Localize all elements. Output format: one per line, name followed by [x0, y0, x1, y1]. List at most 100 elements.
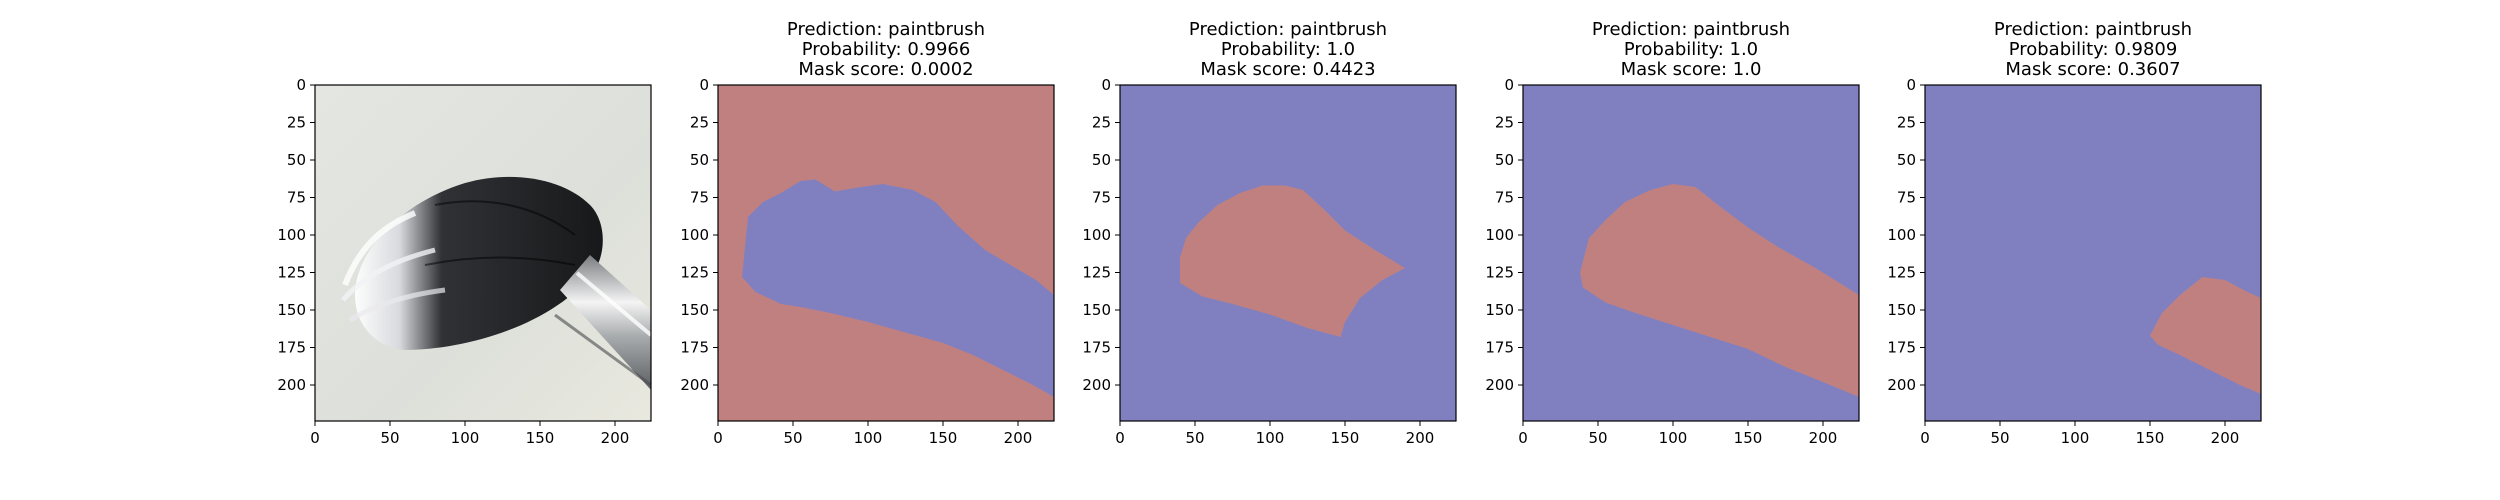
y-tick-label: 0: [1504, 76, 1514, 94]
x-tick-label: 0: [1518, 429, 1528, 447]
mask-object-region: [1580, 184, 1859, 397]
x-tick-label: 200: [1406, 429, 1435, 447]
x-tick-label: 0: [1115, 429, 1125, 447]
y-tick-label: 75: [1897, 189, 1916, 207]
y-tick-label: 150: [277, 301, 306, 319]
y-tick-label: 75: [1495, 189, 1514, 207]
panel-5: 0 50 100 150 200 0 25 50 75 100 125 150 175 200 Predic…: [1887, 19, 2262, 447]
y-tick-label: 25: [1495, 114, 1514, 132]
x-tick-label: 0: [713, 429, 723, 447]
y-tick-label: 200: [680, 376, 709, 394]
x-tick-label: 200: [2211, 429, 2240, 447]
panel-title-line: Probability: 0.9809: [2009, 39, 2178, 60]
y-tick-label: 125: [1082, 264, 1111, 282]
y-tick-label: 175: [1082, 339, 1111, 357]
panel-title-line: Probability: 1.0: [1624, 39, 1758, 60]
y-tick-label: 100: [680, 226, 709, 244]
y-tick-label: 75: [1092, 189, 1111, 207]
panel-title-line: Mask score: 0.4423: [1200, 59, 1375, 80]
panel-1: 0 50 100 150 200 0 25 50 75 100 125 150 175 200: [277, 76, 653, 447]
x-tick-label: 200: [1004, 429, 1033, 447]
y-tick-label: 75: [287, 189, 306, 207]
y-tick-label: 150: [1887, 301, 1916, 319]
y-tick-label: 0: [296, 76, 306, 94]
panel-3: 0 50 100 150 200 0 25 50 75 100 125 150 175 200 Predic…: [1082, 19, 1457, 447]
x-tick-label: 0: [1920, 429, 1930, 447]
panel-2: 0 50 100 150 200 0 25 50 75 100 125 150 175 200 Predic…: [680, 19, 1055, 447]
x-tick-label: 100: [2061, 429, 2090, 447]
x-tick-label: 0: [310, 429, 320, 447]
panel-title-line: Probability: 1.0: [1221, 39, 1355, 60]
mask-object-region: [742, 179, 1054, 397]
y-tick-label: 0: [1101, 76, 1111, 94]
y-tick-label: 175: [1887, 339, 1916, 357]
x-tick-label: 50: [1990, 429, 2009, 447]
mask-background-region: [1925, 85, 2261, 421]
x-tick-label: 200: [601, 429, 630, 447]
panel-title-line: Mask score: 0.0002: [798, 59, 973, 80]
panel-title-line: Prediction: paintbrush: [1592, 19, 1790, 40]
y-tick-label: 25: [287, 114, 306, 132]
y-tick-label: 150: [680, 301, 709, 319]
panels-group: 0 50 100 150 200 0 25 50 75 100 125 150 175 200 0 50 100…: [277, 19, 2262, 447]
y-tick-label: 125: [1485, 264, 1514, 282]
x-tick-label: 150: [2136, 429, 2165, 447]
y-tick-label: 150: [1082, 301, 1111, 319]
y-tick-label: 175: [1485, 339, 1514, 357]
y-tick-label: 75: [690, 189, 709, 207]
y-tick-label: 100: [1887, 226, 1916, 244]
panel-title-line: Prediction: paintbrush: [1994, 19, 2192, 40]
axes-frame: [1924, 84, 2262, 422]
y-tick-label: 0: [699, 76, 709, 94]
y-tick-label: 100: [277, 226, 306, 244]
x-tick-label: 50: [1588, 429, 1607, 447]
x-tick-label: 100: [1659, 429, 1688, 447]
axes-frame: [717, 84, 1055, 422]
x-tick-label: 100: [1256, 429, 1285, 447]
y-tick-label: 200: [1082, 376, 1111, 394]
mask-object-region: [1180, 185, 1405, 337]
x-tick-label: 50: [1185, 429, 1204, 447]
panel-title-line: Mask score: 0.3607: [2005, 59, 2180, 80]
y-tick-label: 50: [1495, 151, 1514, 169]
brush-ferrule: [554, 255, 653, 390]
paintbrush-photo: [315, 85, 653, 421]
y-tick-label: 200: [1485, 376, 1514, 394]
x-tick-label: 50: [380, 429, 399, 447]
panel-title-line: Prediction: paintbrush: [1189, 19, 1387, 40]
panel-title-line: Probability: 0.9966: [802, 39, 971, 60]
y-tick-label: 100: [1082, 226, 1111, 244]
y-tick-label: 0: [1906, 76, 1916, 94]
y-tick-label: 50: [690, 151, 709, 169]
y-tick-label: 125: [1887, 264, 1916, 282]
x-tick-label: 50: [783, 429, 802, 447]
y-tick-label: 125: [277, 264, 306, 282]
y-tick-label: 175: [277, 339, 306, 357]
mask-object-region: [2150, 277, 2261, 394]
x-tick-label: 150: [526, 429, 555, 447]
axes-frame: [314, 84, 652, 422]
y-tick-label: 150: [1485, 301, 1514, 319]
x-tick-label: 150: [929, 429, 958, 447]
panel-4: 0 50 100 150 200 0 25 50 75 100 125 150 175 200 Predic…: [1485, 19, 1860, 447]
panel-title-line: Mask score: 1.0: [1621, 59, 1762, 80]
brush-bristles: [341, 176, 603, 350]
x-tick-label: 100: [451, 429, 480, 447]
x-tick-label: 100: [854, 429, 883, 447]
y-tick-label: 200: [277, 376, 306, 394]
y-tick-label: 125: [680, 264, 709, 282]
y-tick-label: 175: [680, 339, 709, 357]
y-tick-label: 50: [287, 151, 306, 169]
y-tick-label: 25: [1092, 114, 1111, 132]
y-tick-label: 50: [1092, 151, 1111, 169]
x-tick-label: 150: [1734, 429, 1763, 447]
y-tick-label: 25: [1897, 114, 1916, 132]
y-tick-label: 100: [1485, 226, 1514, 244]
axes-frame: [1119, 84, 1457, 422]
y-tick-label: 50: [1897, 151, 1916, 169]
axes-frame: [1522, 84, 1860, 422]
x-tick-label: 150: [1331, 429, 1360, 447]
y-tick-label: 25: [690, 114, 709, 132]
panel-title-line: Prediction: paintbrush: [787, 19, 985, 40]
